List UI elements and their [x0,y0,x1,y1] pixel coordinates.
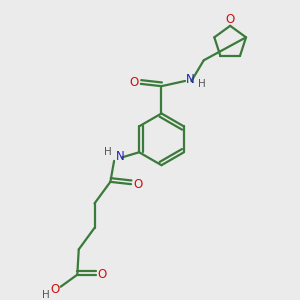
Text: O: O [130,76,139,89]
Text: H: H [104,147,112,157]
Text: O: O [226,13,235,26]
Text: O: O [98,268,107,281]
Text: H: H [42,290,50,300]
Text: N: N [116,150,124,163]
Text: N: N [186,73,195,86]
Text: O: O [133,178,142,191]
Text: O: O [50,283,59,296]
Text: H: H [198,79,205,89]
